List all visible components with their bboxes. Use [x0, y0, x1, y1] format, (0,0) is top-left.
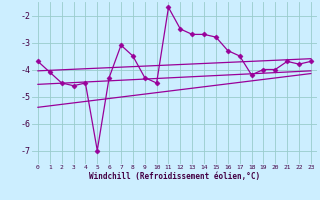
- X-axis label: Windchill (Refroidissement éolien,°C): Windchill (Refroidissement éolien,°C): [89, 172, 260, 181]
